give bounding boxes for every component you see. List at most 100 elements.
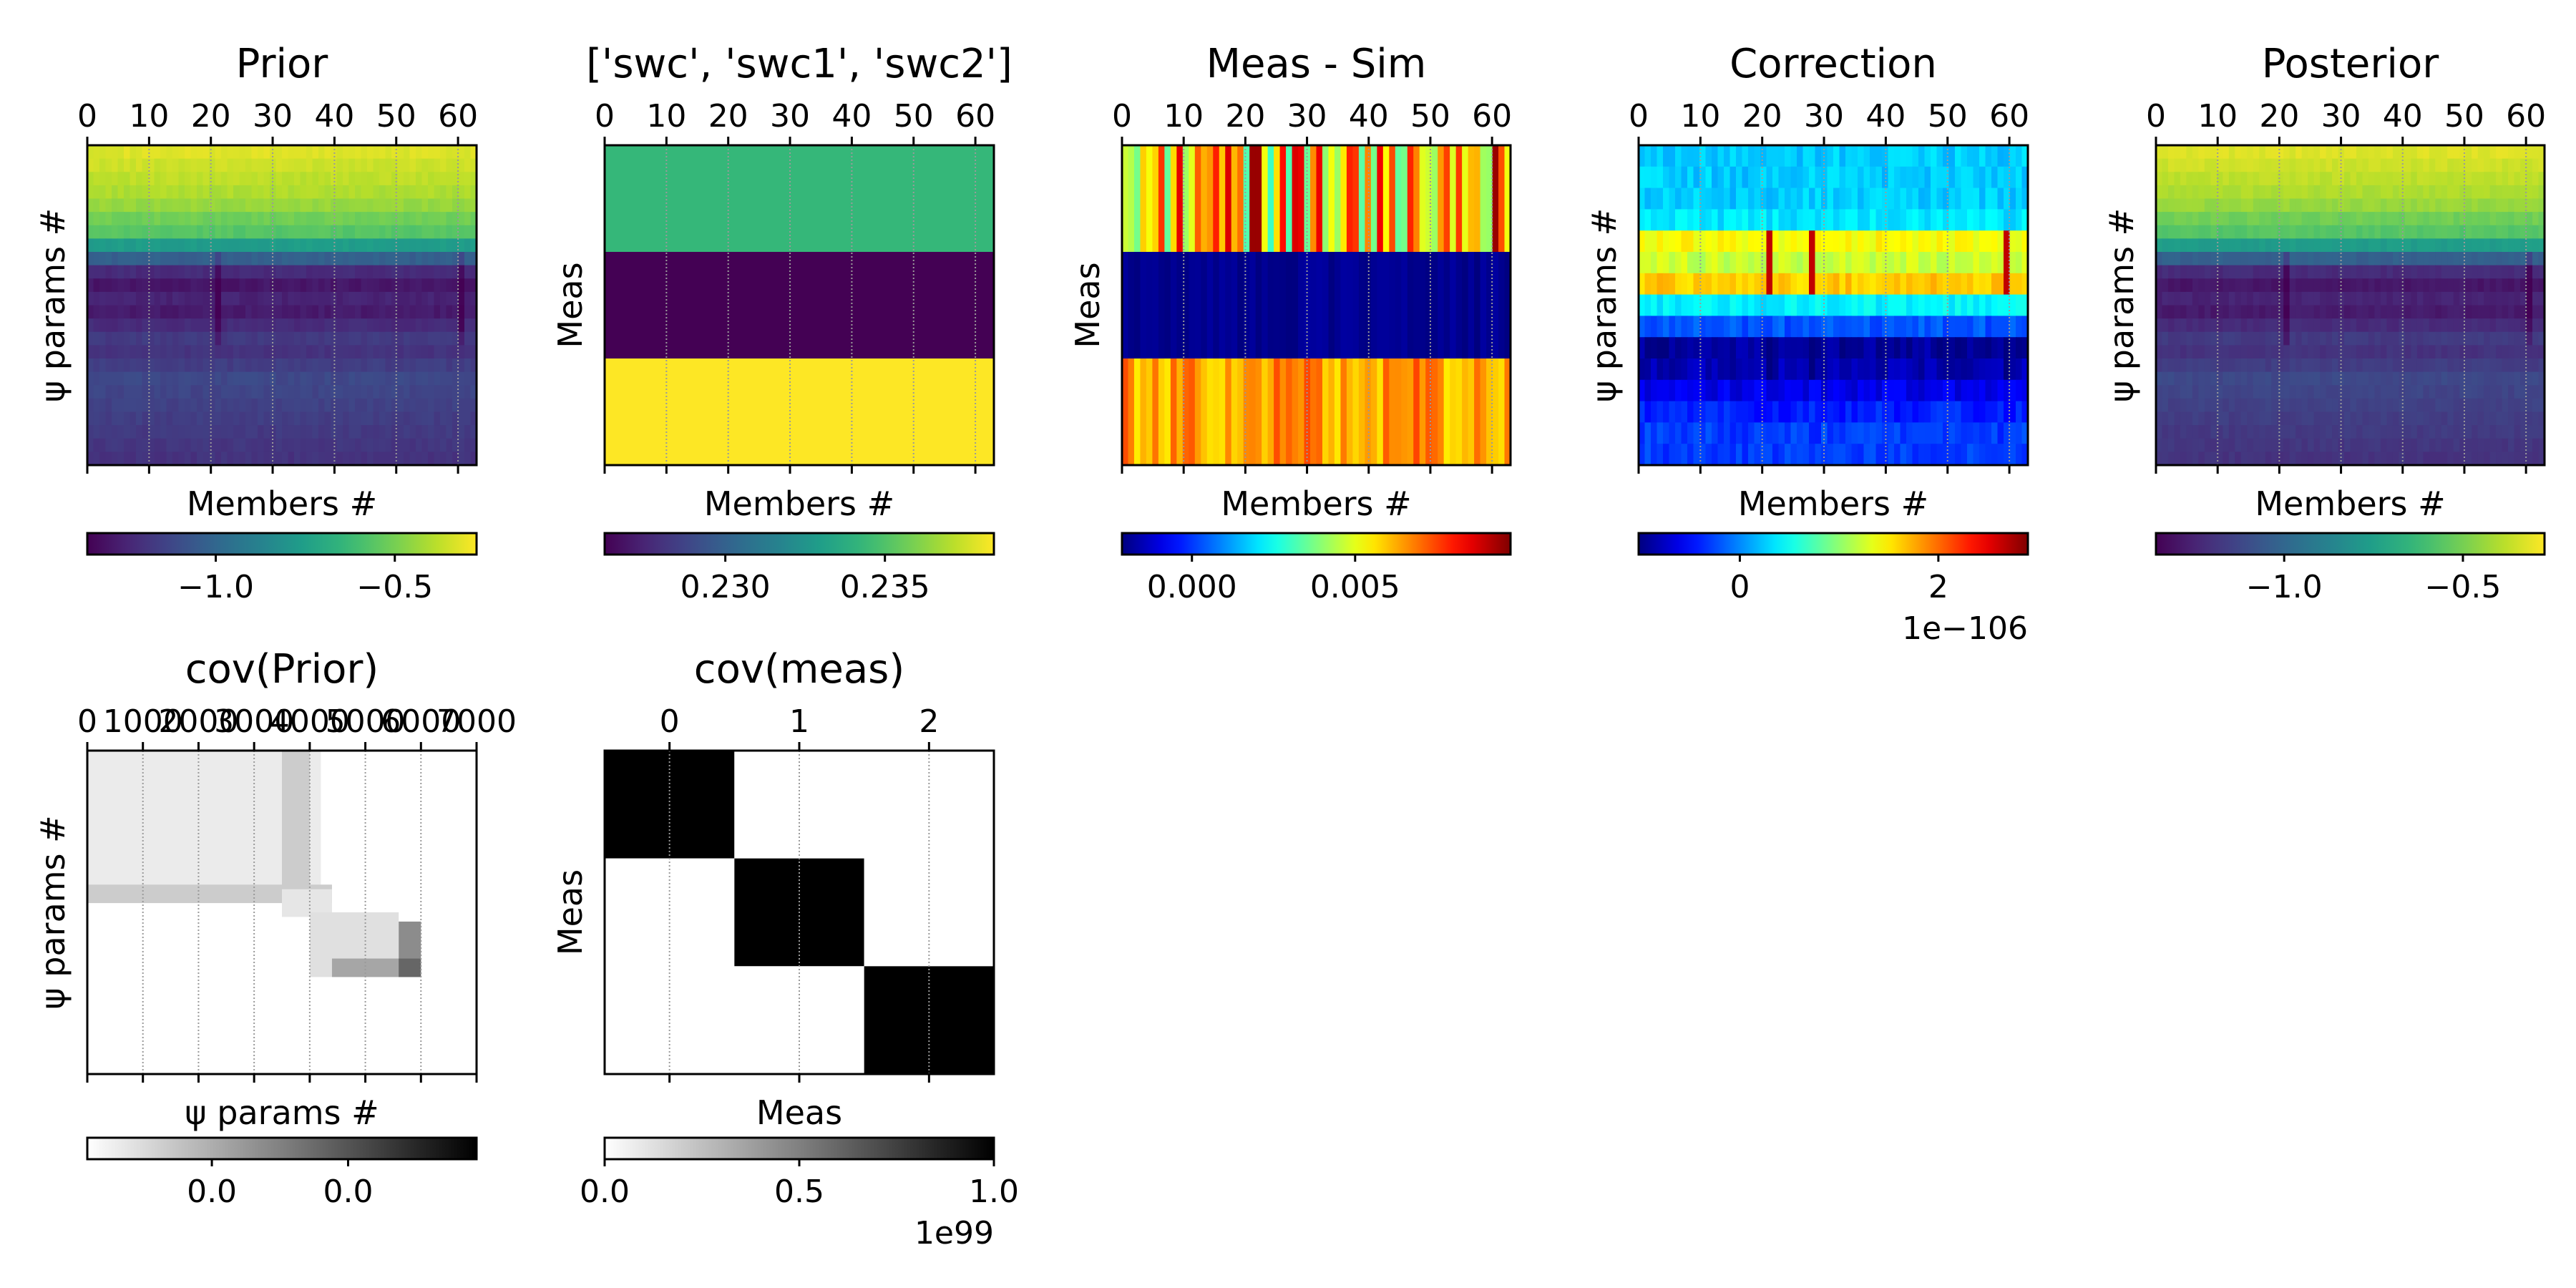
heatmap-cell <box>1997 358 2004 381</box>
heatmap-cell <box>2514 398 2521 413</box>
heatmap-cell <box>2386 305 2394 319</box>
heatmap-cell <box>1712 209 1719 231</box>
heatmap-cell <box>306 452 313 466</box>
heatmap-cell <box>2021 209 2029 231</box>
heatmap-cell <box>1669 422 1676 444</box>
heatmap-cell <box>239 411 246 426</box>
heatmap-cell <box>2344 411 2351 426</box>
heatmap-cell <box>2350 265 2357 279</box>
heatmap-cell <box>1498 358 1506 466</box>
heatmap-cell <box>2416 411 2424 426</box>
heatmap-cell <box>1724 337 1731 359</box>
heatmap-cell <box>428 371 435 386</box>
heatmap-cell <box>2277 145 2284 160</box>
heatmap-cell <box>1754 337 1761 359</box>
heatmap-cell <box>2496 438 2503 452</box>
heatmap-cell <box>1936 145 1943 167</box>
heatmap-cell <box>209 185 216 200</box>
heatmap-cell <box>1395 145 1402 253</box>
heatmap-cell <box>148 398 155 413</box>
heatmap-cell <box>203 172 210 186</box>
heatmap-cell <box>2374 385 2381 399</box>
heatmap-cell <box>1712 252 1719 274</box>
heatmap-cell <box>343 318 350 333</box>
heatmap-cell <box>136 411 143 426</box>
heatmap-cell <box>1255 252 1262 359</box>
heatmap-cell <box>2344 278 2351 293</box>
heatmap-cell <box>355 345 362 359</box>
heatmap-cell <box>2326 212 2333 226</box>
heatmap-cell <box>367 291 374 306</box>
heatmap-cell <box>373 145 380 160</box>
heatmap-cell <box>1639 401 1646 423</box>
heatmap-cell <box>318 252 326 266</box>
heatmap-cell <box>446 145 453 160</box>
heatmap-cell <box>93 425 100 439</box>
heatmap-cell <box>1985 337 1992 359</box>
heatmap-cell <box>203 238 210 253</box>
heatmap-cell <box>2386 331 2394 346</box>
heatmap-cell <box>1328 145 1335 253</box>
heatmap-cell <box>130 198 137 213</box>
heatmap-cell <box>117 291 125 306</box>
heatmap-cell <box>2526 185 2533 200</box>
heatmap-cell <box>391 238 399 253</box>
heatmap-cell <box>2283 225 2290 239</box>
heatmap-cell <box>1979 337 1986 359</box>
heatmap-cell <box>1821 316 1828 338</box>
heatmap-cell <box>2167 398 2175 413</box>
heatmap-cell <box>1644 187 1652 210</box>
heatmap-cell <box>355 172 362 186</box>
heatmap-cell <box>416 278 423 293</box>
heatmap-cell <box>2216 265 2223 279</box>
heatmap-cell <box>142 438 149 452</box>
heatmap-cell <box>343 225 350 239</box>
heatmap-cell <box>1997 294 2004 316</box>
heatmap-cell <box>2526 145 2533 160</box>
heatmap-cell <box>2502 318 2509 333</box>
heatmap-cell <box>178 185 185 200</box>
cov_meas-colorbar-exponent: 1e99 <box>914 1215 994 1252</box>
heatmap-cell <box>1681 337 1688 359</box>
heatmap-cell <box>385 305 392 319</box>
heatmap-cell <box>1663 358 1670 381</box>
heatmap-cell <box>361 411 368 426</box>
heatmap-cell <box>99 371 107 386</box>
heatmap-cell <box>1797 166 1804 189</box>
heatmap-cell <box>2004 316 2011 338</box>
heatmap-cell <box>458 438 465 452</box>
heatmap-cell <box>2465 345 2472 359</box>
heatmap-cell <box>2368 265 2376 279</box>
heatmap-cell <box>391 212 399 226</box>
heatmap-cell <box>318 411 326 426</box>
heatmap-cell <box>2453 385 2460 399</box>
heatmap-cell <box>2465 265 2472 279</box>
heatmap-cell <box>434 331 441 346</box>
heatmap-cell <box>2156 252 2163 266</box>
heatmap-cell <box>397 252 404 266</box>
heatmap-cell <box>2223 371 2230 386</box>
heatmap-cell <box>336 278 343 293</box>
heatmap-cell <box>2247 411 2254 426</box>
heatmap-cell <box>367 145 374 160</box>
heatmap-cell <box>105 252 112 266</box>
heatmap-cell <box>2186 452 2193 466</box>
heatmap-cell <box>446 398 453 413</box>
heatmap-cell <box>2296 452 2303 466</box>
heatmap-cell <box>1407 358 1414 466</box>
heatmap-cell <box>1717 252 1724 274</box>
heatmap-cell <box>2283 278 2290 293</box>
heatmap-cell <box>1845 444 1853 466</box>
heatmap-cell <box>178 438 185 452</box>
heatmap-cell <box>2162 331 2169 346</box>
heatmap-cell <box>1724 379 1731 402</box>
heatmap-cell <box>2484 438 2491 452</box>
heatmap-cell <box>2441 425 2448 439</box>
heatmap-cell <box>1201 145 1208 253</box>
heatmap-cell <box>2416 291 2424 306</box>
heatmap-cell <box>136 291 143 306</box>
heatmap-cell <box>361 198 368 213</box>
heatmap-cell <box>1705 209 1712 231</box>
heatmap-cell <box>1425 358 1433 466</box>
heatmap-cell <box>251 158 258 172</box>
